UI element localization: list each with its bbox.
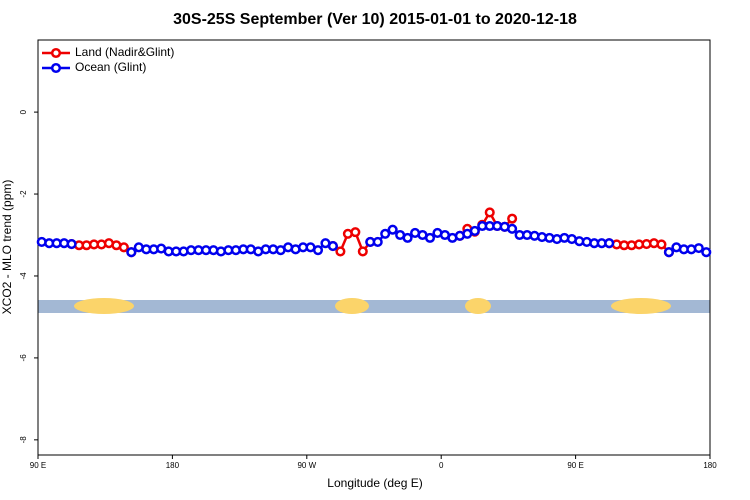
legend-marker [50, 62, 62, 74]
legend-label: Ocean (Glint) [75, 60, 146, 74]
data-point [327, 241, 338, 252]
plot-frame [37, 39, 711, 456]
data-point [693, 243, 704, 254]
land-patch [335, 298, 369, 314]
data-point [387, 224, 398, 235]
legend-label: Land (Nadir&Glint) [75, 45, 174, 59]
land-patch [465, 298, 491, 314]
x-tick-label: 90 W [297, 461, 316, 470]
data-point [66, 238, 77, 250]
y-tick-label: 0 [19, 109, 28, 114]
x-tick-label: 0 [439, 461, 444, 470]
data-point [424, 232, 436, 243]
data-point [118, 242, 129, 253]
data-point [701, 247, 712, 258]
data-point [312, 245, 324, 256]
data-point [507, 213, 518, 224]
data-point [350, 227, 361, 238]
data-point [663, 247, 674, 258]
land-patch [611, 298, 671, 314]
ocean-band [38, 300, 710, 313]
land-ocean-band [38, 298, 710, 314]
data-point [604, 238, 615, 249]
land-patch [74, 298, 134, 314]
x-tick-label: 90 E [30, 461, 46, 470]
data-point [484, 207, 495, 218]
y-tick-label: -4 [19, 272, 28, 280]
data-point [656, 239, 667, 250]
x-tick-label: 180 [703, 461, 717, 470]
chart-title: 30S-25S September (Ver 10) 2015-01-01 to… [173, 11, 577, 28]
series [36, 220, 712, 258]
y-axis-label: XCO2 - MLO trend (ppm) [0, 180, 14, 315]
y-tick-label: -8 [19, 436, 28, 444]
data-point [372, 236, 383, 248]
x-axis-label: Longitude (deg E) [327, 476, 422, 490]
legend-marker [50, 47, 62, 59]
x-tick-label: 90 E [567, 461, 583, 470]
data-point [335, 246, 346, 257]
x-tick-label: 180 [166, 461, 180, 470]
data-point [507, 223, 518, 234]
y-tick-label: -6 [19, 354, 28, 362]
y-tick-label: -2 [19, 190, 28, 198]
data-point [469, 225, 480, 236]
data-point [357, 246, 368, 257]
data-point [380, 228, 391, 239]
data-point [126, 247, 137, 258]
data-point [402, 232, 413, 243]
